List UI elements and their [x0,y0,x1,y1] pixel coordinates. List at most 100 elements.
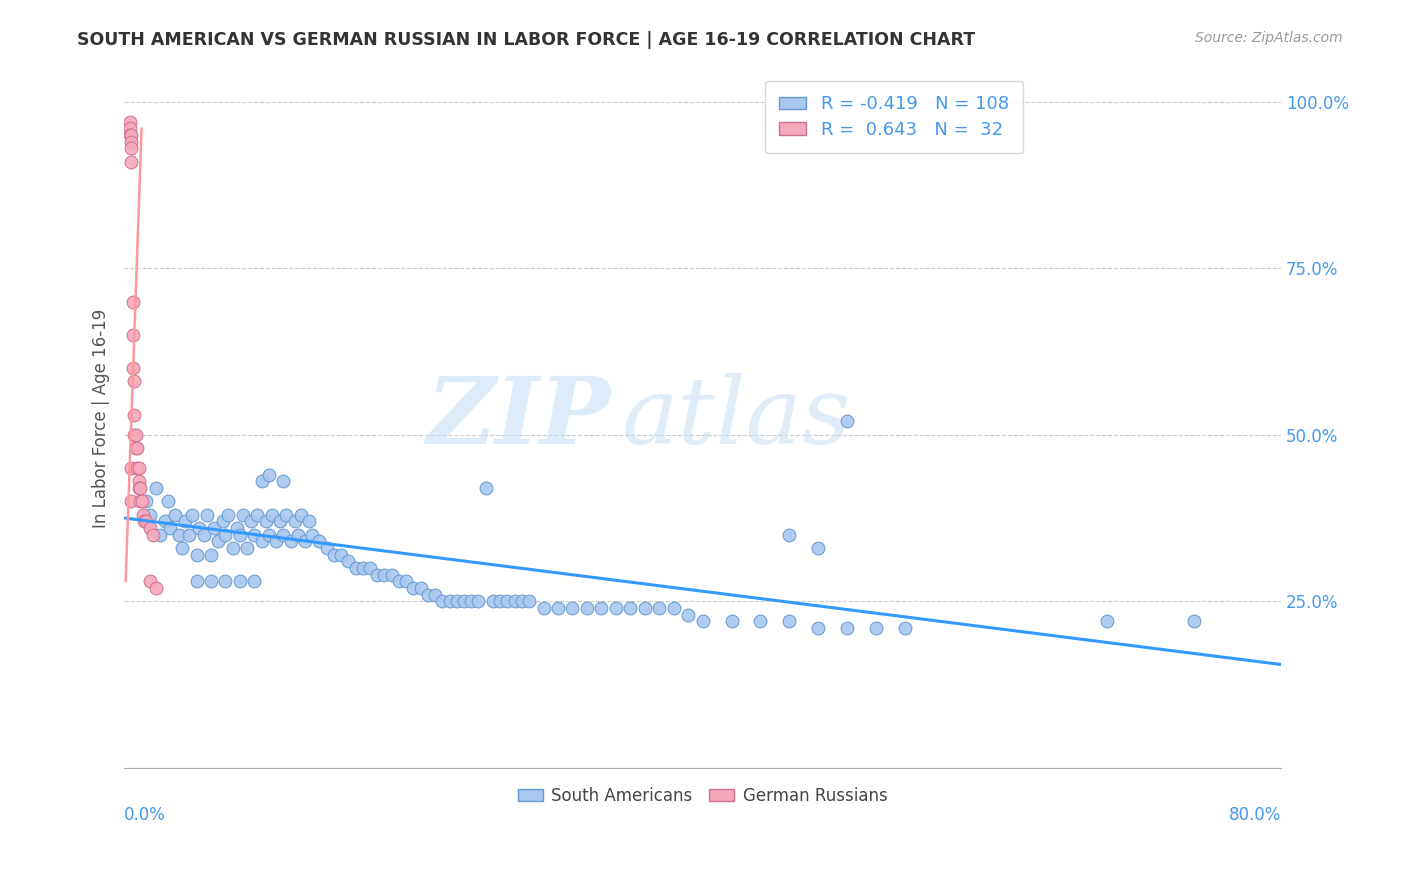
Point [120,128,142,142]
Point [517,594,540,608]
Point [124,408,146,422]
Point [214,527,236,541]
Point [778,614,800,628]
Point [193,527,215,541]
Point [482,594,505,608]
Point [156,494,179,508]
Point [122,327,145,342]
Text: SOUTH AMERICAN VS GERMAN RUSSIAN IN LABOR FORCE | AGE 16-19 CORRELATION CHART: SOUTH AMERICAN VS GERMAN RUSSIAN IN LABO… [77,31,976,49]
Point [298,514,321,528]
Point [260,508,283,522]
Point [202,521,225,535]
Text: ZIP: ZIP [426,373,610,463]
Point [533,600,555,615]
Point [439,594,461,608]
Y-axis label: In Labor Force | Age 16-19: In Labor Force | Age 16-19 [93,309,110,528]
Point [179,527,201,541]
Point [778,527,800,541]
Point [1097,614,1119,628]
Point [510,594,533,608]
Point [120,135,142,149]
Point [122,294,145,309]
Point [467,594,489,608]
Point [139,574,162,589]
Point [250,534,273,549]
Point [402,581,425,595]
Point [284,514,307,528]
Point [561,600,583,615]
Point [122,361,145,376]
Point [290,508,312,522]
Point [315,541,337,555]
Point [749,614,772,628]
Point [388,574,411,589]
Point [170,541,193,555]
Point [200,574,222,589]
Point [432,594,454,608]
Point [167,527,190,541]
Point [129,494,152,508]
Point [359,561,381,575]
Point [409,581,432,595]
Point [254,514,277,528]
Point [120,461,142,475]
Point [837,621,859,635]
Point [605,600,627,615]
Point [139,508,162,522]
Point [217,508,239,522]
Point [135,494,157,508]
Point [127,461,149,475]
Point [174,514,197,528]
Point [200,548,222,562]
Point [662,600,685,615]
Point [366,567,388,582]
Point [131,494,153,508]
Point [124,375,146,389]
Point [257,467,280,482]
Point [619,600,641,615]
Point [720,614,742,628]
Point [276,508,298,522]
Point [423,588,446,602]
Point [250,475,273,489]
Point [575,600,598,615]
Point [135,514,157,528]
Text: 80.0%: 80.0% [1229,806,1281,824]
Point [352,561,374,575]
Point [460,594,482,608]
Point [118,115,141,129]
Point [474,481,496,495]
Point [132,508,155,522]
Legend: South Americans, German Russians: South Americans, German Russians [512,780,894,812]
Point [271,527,294,541]
Point [129,481,152,495]
Point [373,567,395,582]
Point [128,475,150,489]
Point [229,574,252,589]
Point [128,481,150,495]
Point [120,141,142,155]
Point [416,588,439,602]
Point [381,567,404,582]
Point [330,548,353,562]
Point [894,621,917,635]
Point [240,514,263,528]
Point [127,441,149,455]
Point [395,574,418,589]
Point [195,508,218,522]
Point [257,527,280,541]
Point [145,581,167,595]
Point [1182,614,1205,628]
Point [124,427,146,442]
Point [120,494,142,508]
Point [301,527,323,541]
Point [226,521,249,535]
Point [139,521,162,535]
Point [807,541,830,555]
Point [142,527,165,541]
Point [337,554,360,568]
Point [118,121,141,136]
Point [496,594,519,608]
Point [648,600,671,615]
Point [453,594,475,608]
